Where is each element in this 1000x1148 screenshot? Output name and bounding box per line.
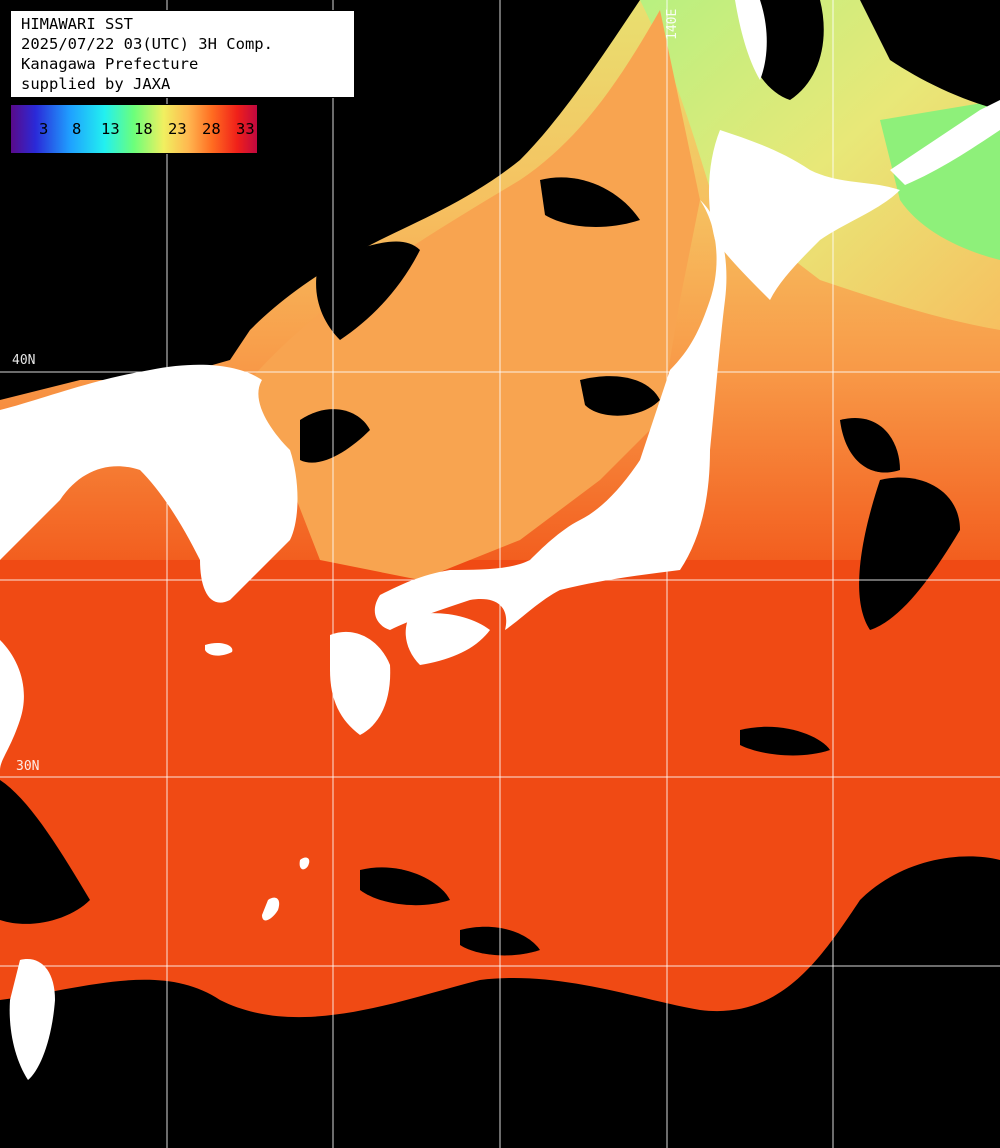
legend-tick-23: 23 [168,120,187,138]
kyushu [330,631,391,735]
ryukyu-island-1 [262,897,280,921]
color-scale-legend: 3 8 13 18 23 28 33 [10,104,258,154]
title-box: HIMAWARI SST 2025/07/22 03(UTC) 3H Comp.… [10,10,355,98]
sea-of-japan [250,10,700,580]
sakhalin-tip [735,0,767,80]
korea-peninsula [0,364,298,603]
kuril-islands [890,100,1000,185]
legend-tick-13: 13 [101,120,120,138]
china-coast [0,640,24,770]
title-credit: supplied by JAXA [21,75,171,93]
title-region: Kanagawa Prefecture [21,55,199,73]
legend-tick-33: 33 [236,120,255,138]
honshu [374,200,727,630]
taiwan [9,959,55,1080]
shikoku [405,613,490,665]
grid-label-140e: 140E [665,8,680,40]
grid-label-40n: 40N [12,353,36,368]
sea-northeast-cold [640,0,1000,330]
title-datetime: 2025/07/22 03(UTC) 3H Comp. [21,35,273,53]
hokkaido [708,130,900,300]
grid-label-30n: 30N [16,759,40,774]
legend-tick-8: 8 [72,120,82,138]
land-masses [0,0,1000,1080]
legend-tick-3: 3 [39,120,49,138]
jeju-island [205,642,233,656]
ryukyu-island-2 [299,857,310,870]
legend-tick-18: 18 [134,120,153,138]
title-product: HIMAWARI SST [21,15,133,33]
legend-tick-28: 28 [202,120,221,138]
